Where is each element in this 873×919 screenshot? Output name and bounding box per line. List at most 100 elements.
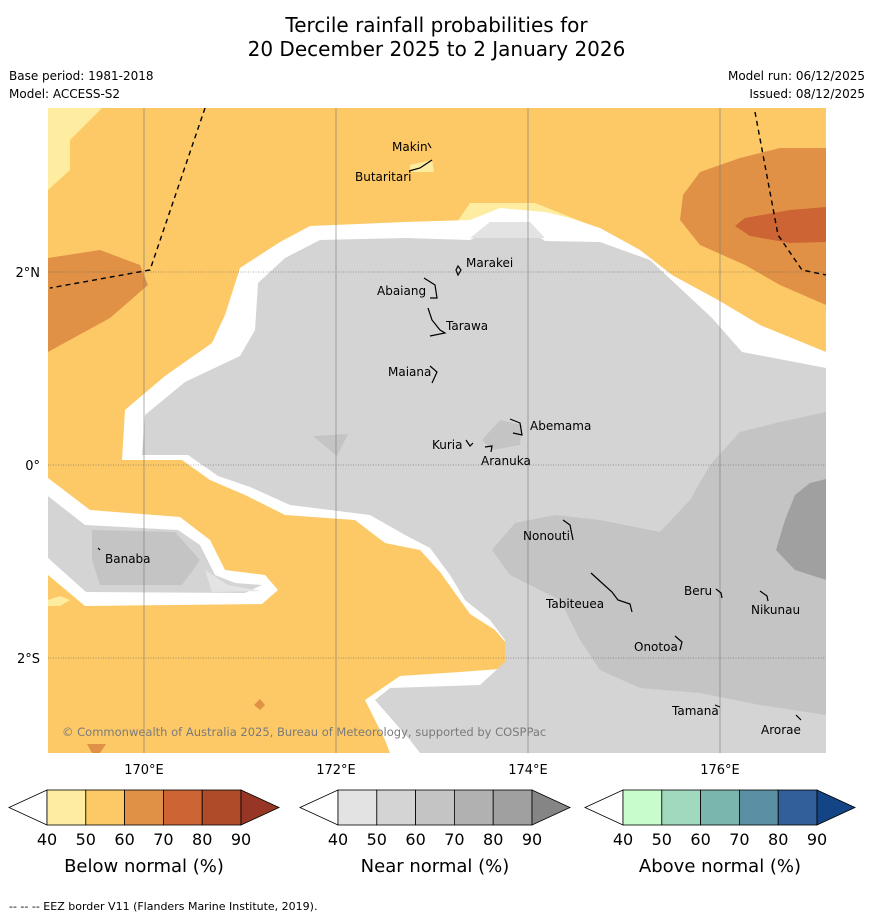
lat-label-0: 0° [25, 459, 40, 474]
colorbar-1-swatch-80 [201, 789, 242, 826]
place-label-tarawa: Tarawa [445, 319, 488, 333]
colorbar-1-tick-50: 50 [76, 830, 96, 849]
colorbar-2-low-extend [299, 789, 339, 826]
lon-label-176e: 176°E [700, 763, 740, 778]
colorbar-3: 40 50 60 70 80 90 Above normal (%) [584, 789, 856, 877]
colorbar-group: 40 50 60 70 80 90 Below normal (%) 40 50 60 70 80 90… [8, 789, 856, 877]
island-tabiteuea [590, 572, 633, 613]
island-nonouti [562, 519, 574, 541]
below-60-70-region-south [87, 744, 106, 753]
place-label-kuria: Kuria [432, 438, 463, 452]
island-onotoa [674, 635, 683, 651]
title-line-2: 20 December 2025 to 2 January 2026 [247, 37, 626, 61]
colorbar-1-swatch-70 [162, 789, 203, 826]
near-60-70-abemama [482, 420, 522, 450]
island-marakei [455, 264, 462, 277]
island-nikunau [759, 590, 769, 602]
colorbar-3-tick-50: 50 [652, 830, 672, 849]
colorbar-1-tick-80: 80 [192, 830, 212, 849]
island-tarawa [427, 307, 447, 337]
colorbar-2: 40 50 60 70 80 90 Near normal (%) [299, 789, 571, 877]
eez-footnote: -- -- -- EEZ border V11 (Flanders Marine… [9, 900, 318, 913]
below-40-50-region-nw [48, 108, 102, 190]
place-label-banaba: Banaba [105, 552, 151, 566]
colorbar-1-swatch-60 [124, 789, 164, 826]
lon-label-170e: 170°E [124, 763, 164, 778]
island-abemama [509, 418, 523, 436]
colorbar-3-tick-70: 70 [729, 830, 749, 849]
colorbar-3-title: Above normal (%) [639, 856, 801, 877]
colorbar-2-swatch-40 [337, 789, 378, 826]
colorbar-3-swatch-70 [739, 789, 779, 826]
colorbar-1-tick-70: 70 [153, 830, 173, 849]
island-maiana [429, 365, 438, 384]
lon-label-172e: 172°E [316, 763, 356, 778]
place-label-nonouti: Nonouti [523, 529, 570, 543]
colorbar-3-low-extend [584, 789, 624, 826]
colorbar-3-swatch-40 [622, 789, 663, 826]
near-70-80-region-se [776, 479, 826, 580]
colorbar-2-tick-60: 60 [405, 830, 425, 849]
island-beru [715, 588, 723, 599]
place-label-nikunau: Nikunau [751, 603, 800, 617]
place-label-onotoa: Onotoa [634, 640, 678, 654]
place-label-makin: Makin [392, 140, 428, 154]
island-kuria [465, 439, 474, 447]
colorbar-3-tick-80: 80 [768, 830, 788, 849]
near-60-70-triangle [313, 434, 348, 456]
island-abaiang [423, 277, 438, 299]
colorbar-1-swatch-50 [85, 789, 126, 826]
place-label-beru: Beru [684, 584, 712, 598]
colorbar-3-high-extend [816, 789, 856, 826]
near-60-70-region-se [492, 412, 826, 715]
banaba-near-60-70 [92, 530, 200, 585]
place-label-tabiteuea: Tabiteuea [545, 597, 604, 611]
place-label-abemama: Abemama [530, 419, 591, 433]
colorbar-2-tick-70: 70 [444, 830, 464, 849]
place-label-abaiang: Abaiang [377, 284, 426, 298]
island-banaba [97, 547, 101, 551]
colorbar-2-high-extend [531, 789, 571, 826]
copyright-notice: © Commonwealth of Australia 2025, Bureau… [62, 725, 546, 739]
lat-lines [48, 271, 826, 659]
lat-label-2n: 2°N [16, 266, 41, 281]
place-label-marakei: Marakei [466, 256, 513, 270]
colorbar-2-swatch-70 [453, 789, 494, 826]
colorbar-2-swatch-80 [492, 789, 533, 826]
below-60-70-dot [254, 699, 265, 710]
island-aranuka [484, 445, 493, 453]
banaba-near-40-50 [205, 570, 262, 592]
gridlines [143, 108, 721, 753]
island-tamana [714, 704, 721, 708]
eez-border [49, 108, 826, 289]
model-run: Model run: 06/12/2025 [727, 69, 865, 83]
colorbar-3-swatch-60 [700, 789, 740, 826]
island-makin [427, 142, 432, 149]
island-arorae [795, 714, 802, 721]
colorbar-1-tick-90: 90 [231, 830, 251, 849]
colorbar-3-tick-90: 90 [807, 830, 827, 849]
colorbar-2-tick-40: 40 [328, 830, 348, 849]
colorbar-3-swatch-80 [777, 789, 818, 826]
near-40-50-bump [470, 222, 545, 238]
model-name: Model: ACCESS-S2 [9, 87, 121, 101]
below-70-80-region-east [735, 207, 826, 243]
colorbar-1-swatch-40 [46, 789, 87, 826]
colorbar-2-tick-80: 80 [483, 830, 503, 849]
colorbar-2-swatch-60 [415, 789, 455, 826]
lon-label-174e: 174°E [508, 763, 548, 778]
banaba-yellow [48, 596, 70, 606]
base-period: Base period: 1981-2018 [9, 69, 154, 83]
colorbar-3-swatch-50 [661, 789, 701, 826]
place-label-aranuka: Aranuka [481, 454, 531, 468]
colorbar-2-title: Near normal (%) [361, 856, 510, 877]
lat-label-2s: 2°S [17, 652, 40, 667]
colorbar-1-high-extend [240, 789, 280, 826]
colorbar-1: 40 50 60 70 80 90 Below normal (%) [8, 789, 280, 877]
colorbar-1-tick-60: 60 [114, 830, 134, 849]
colorbar-2-tick-50: 50 [367, 830, 387, 849]
place-label-arorae: Arorae [761, 723, 801, 737]
place-label-maiana: Maiana [388, 365, 431, 379]
place-label-butaritari: Butaritari [355, 170, 412, 184]
